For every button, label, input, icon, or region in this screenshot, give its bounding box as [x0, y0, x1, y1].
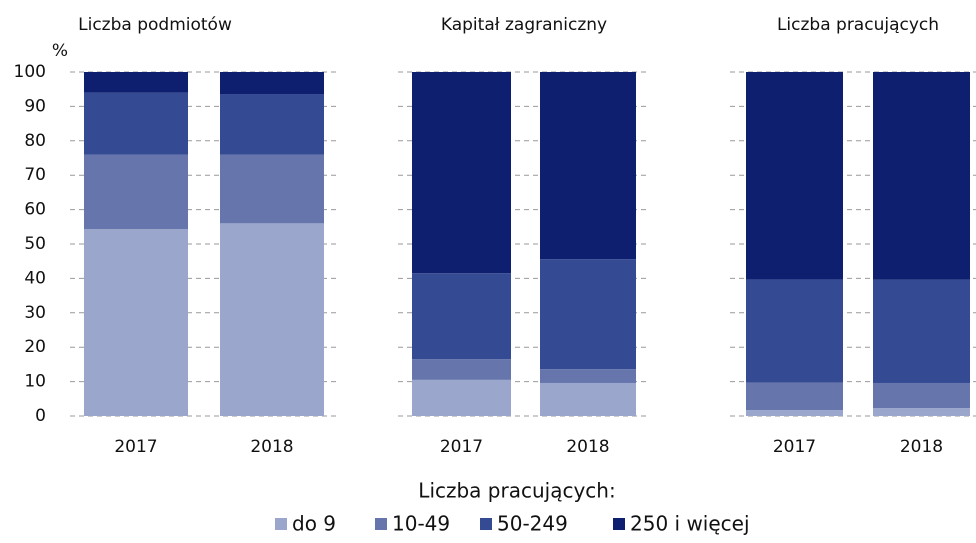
bar-segment: [412, 379, 511, 416]
bar-segment: [540, 259, 636, 370]
y-tick-label: 60: [24, 200, 46, 220]
y-tick-label: 20: [24, 337, 46, 357]
bar-segment: [873, 382, 970, 409]
bar-segment: [746, 382, 843, 411]
panel-title: Liczba podmiotów: [78, 15, 232, 35]
y-tick-label: 100: [14, 62, 46, 82]
bar-segment: [220, 154, 324, 224]
bar-segment: [220, 94, 324, 155]
bar-segment: [540, 369, 636, 383]
y-tick-label: 30: [24, 303, 46, 323]
bar-segment: [540, 382, 636, 416]
bar-segment: [220, 72, 324, 95]
x-tick-label: 2018: [250, 437, 293, 457]
legend-swatch: [613, 518, 625, 530]
bar-segment: [84, 92, 188, 155]
bar-segment: [412, 359, 511, 380]
bar-segment: [746, 410, 843, 416]
x-tick-label: 2018: [566, 437, 609, 457]
y-tick-label: 10: [24, 372, 46, 392]
y-tick-label: 80: [24, 131, 46, 151]
bar-segment: [873, 279, 970, 383]
legend-label: 250 i więcej: [630, 512, 750, 536]
bar-segment: [412, 273, 511, 360]
bar-segment: [873, 408, 970, 416]
y-tick-label: 40: [24, 268, 46, 288]
bar-segment: [220, 223, 324, 416]
legend-swatch: [275, 518, 287, 530]
legend-swatch: [480, 518, 492, 530]
y-tick-label: 70: [24, 165, 46, 185]
panel-title: Liczba pracujących: [777, 15, 939, 35]
bar-segment: [540, 72, 636, 260]
bar-segment: [84, 154, 188, 230]
bar-segment: [412, 72, 511, 274]
legend-label: do 9: [292, 512, 336, 536]
bar-segment: [873, 72, 970, 280]
y-tick-label: 0: [35, 406, 46, 426]
legend-label: 50-249: [497, 512, 568, 536]
y-tick-label: 50: [24, 234, 46, 254]
legend-label: 10-49: [392, 512, 450, 536]
bar-segment: [746, 279, 843, 383]
x-tick-label: 2018: [900, 437, 943, 457]
bar-segment: [84, 229, 188, 416]
x-tick-label: 2017: [114, 437, 157, 457]
y-axis-label: %: [52, 41, 68, 61]
x-tick-label: 2017: [440, 437, 483, 457]
x-tick-label: 2017: [773, 437, 816, 457]
panel-title: Kapitał zagraniczny: [441, 15, 607, 35]
legend-title: Liczba pracujących:: [418, 479, 615, 503]
bar-segment: [84, 72, 188, 93]
y-tick-label: 90: [24, 96, 46, 116]
legend-swatch: [375, 518, 387, 530]
bar-segment: [746, 72, 843, 280]
